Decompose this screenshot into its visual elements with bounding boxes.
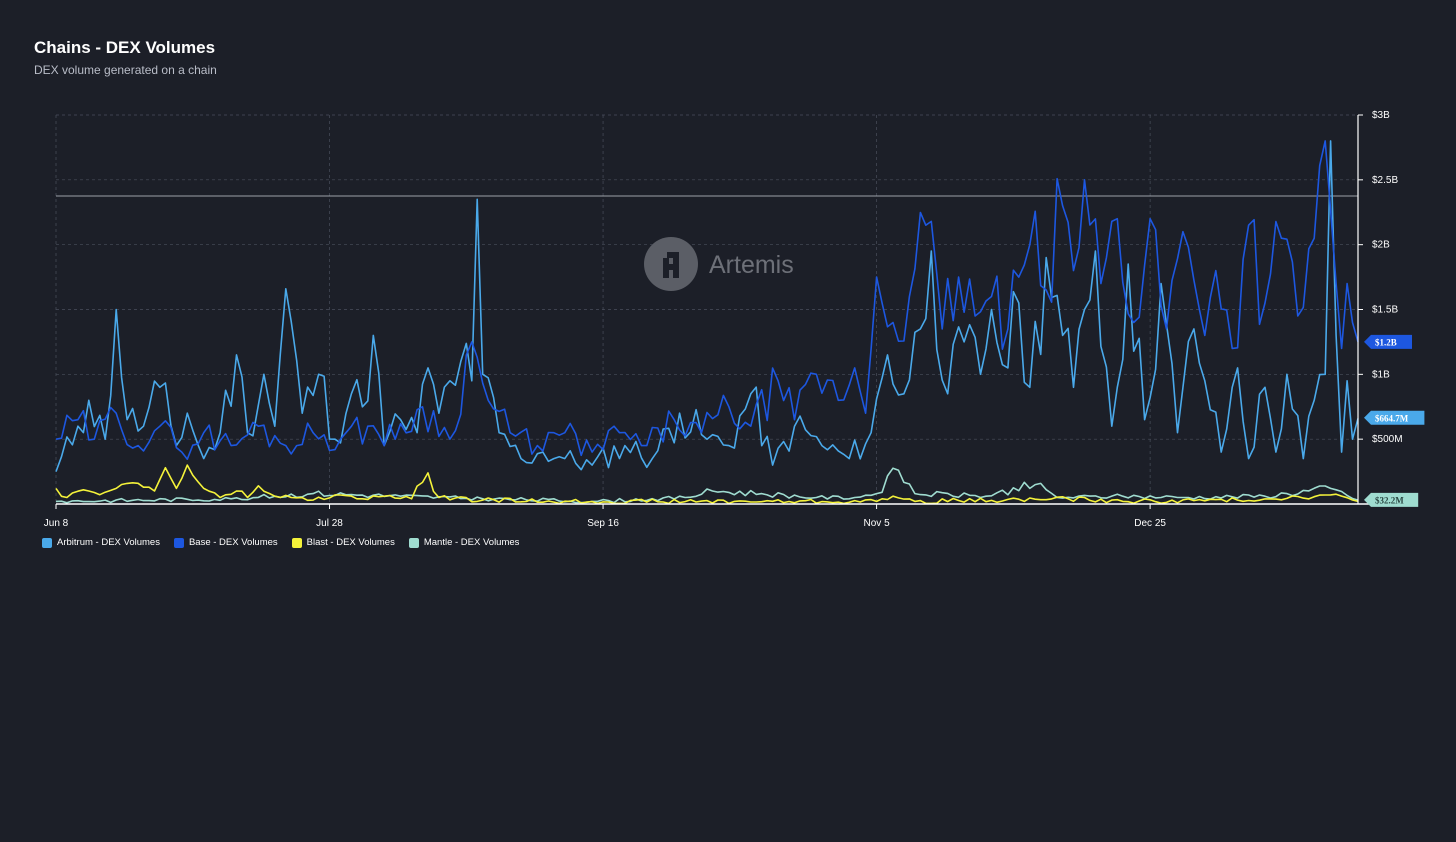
series-line-blast bbox=[55, 464, 1359, 505]
legend-swatch bbox=[291, 537, 302, 548]
last-value-tag bbox=[1364, 334, 1412, 349]
legend-item-arbitrum[interactable]: Arbitrum - DEX Volumes bbox=[42, 537, 160, 548]
legend-label: Arbitrum - DEX Volumes bbox=[57, 537, 160, 548]
y-tick-label: $3B bbox=[1372, 110, 1390, 121]
last-value-tags: $1.2B $664.7M $32.2M bbox=[1364, 334, 1425, 507]
chart-subtitle: DEX volume generated on a chain bbox=[34, 63, 217, 77]
x-tick-label: Sep 16 bbox=[587, 518, 619, 529]
y-tick-label: $1B bbox=[1372, 369, 1390, 380]
last-value-tag bbox=[1364, 492, 1419, 507]
legend-swatch bbox=[408, 537, 419, 548]
legend-item-mantle[interactable]: Mantle - DEX Volumes bbox=[408, 537, 520, 548]
x-tick-label: Nov 5 bbox=[864, 518, 891, 529]
x-tick-label: Jun 8 bbox=[44, 518, 69, 529]
watermark-text: Artemis bbox=[709, 251, 794, 279]
x-tick-label: Jul 28 bbox=[316, 518, 343, 529]
x-tick-label: Dec 25 bbox=[1134, 518, 1166, 529]
last-value-label: $32.2M bbox=[1375, 495, 1404, 505]
legend-swatch bbox=[42, 537, 52, 548]
last-value-tag bbox=[1364, 410, 1425, 425]
chart-title: Chains - DEX Volumes bbox=[34, 38, 216, 57]
legend-swatch bbox=[173, 537, 184, 548]
y-tick-label: $2B bbox=[1372, 240, 1390, 251]
last-value-label: $664.7M bbox=[1375, 413, 1409, 423]
series-lines bbox=[55, 140, 1359, 505]
y-tick-label: $1.5B bbox=[1372, 305, 1398, 316]
legend: Arbitrum - DEX Volumes Base - DEX Volumes… bbox=[42, 537, 519, 548]
axes: Jun 8 Jul 28 Sep 16 Nov 5 Dec 25 $500M $1B $1.5… bbox=[44, 110, 1406, 529]
legend-label: Mantle - DEX Volumes bbox=[423, 537, 520, 548]
series-line-base bbox=[55, 140, 1359, 460]
legend-label: Blast - DEX Volumes bbox=[306, 537, 395, 548]
legend-label: Base - DEX Volumes bbox=[188, 537, 278, 548]
last-value-label: $1.2B bbox=[1375, 337, 1397, 347]
artemis-watermark: Artemis bbox=[644, 237, 794, 291]
series-line-arbitrum bbox=[55, 140, 1359, 472]
legend-item-blast[interactable]: Blast - DEX Volumes bbox=[291, 537, 395, 548]
legend-item-base[interactable]: Base - DEX Volumes bbox=[173, 537, 278, 548]
series-line-mantle bbox=[55, 467, 1359, 504]
y-tick-label: $2.5B bbox=[1372, 175, 1398, 186]
artemis-logo-glyph bbox=[663, 252, 679, 278]
y-tick-label: $500M bbox=[1372, 434, 1403, 445]
